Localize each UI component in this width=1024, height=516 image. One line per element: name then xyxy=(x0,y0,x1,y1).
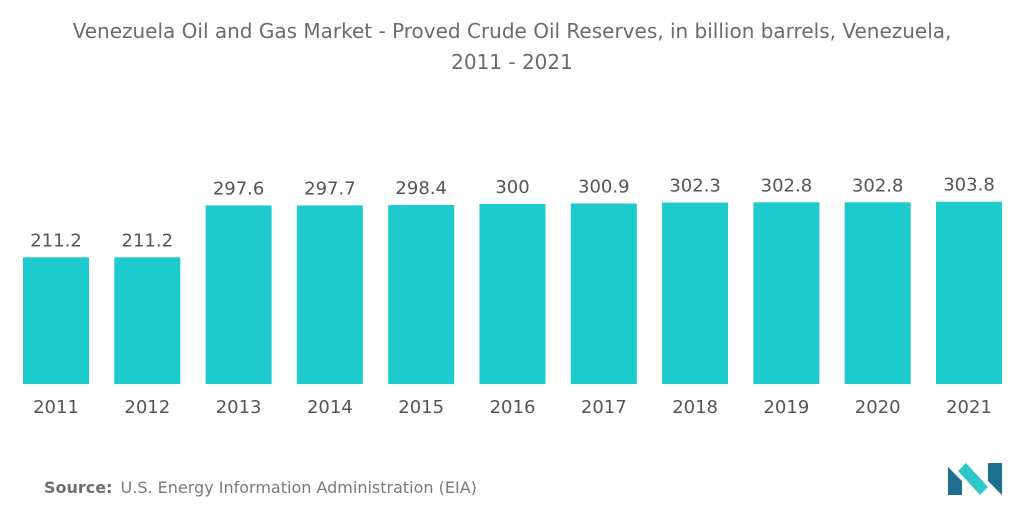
x-tick-label-2013: 2013 xyxy=(216,397,262,418)
source-note: Source: U.S. Energy Information Administr… xyxy=(44,478,477,497)
chart-title-line1: Venezuela Oil and Gas Market - Proved Cr… xyxy=(72,19,952,43)
x-tick-label-2016: 2016 xyxy=(490,397,536,418)
x-tick-label-2021: 2021 xyxy=(946,397,992,418)
chart-title-line2: 2011 - 2021 xyxy=(451,50,573,74)
logo-right-shape xyxy=(988,463,1002,495)
bar-2021 xyxy=(936,201,1002,384)
brand-logo-icon xyxy=(948,463,1002,495)
logo-left-shape xyxy=(948,467,962,495)
source-text: U.S. Energy Information Administration (… xyxy=(120,478,477,497)
x-tick-label-2019: 2019 xyxy=(763,397,809,418)
x-tick-label-2011: 2011 xyxy=(33,397,79,418)
data-label-2014: 297.7 xyxy=(304,178,356,199)
bar-2012 xyxy=(114,257,181,384)
x-tick-label-2012: 2012 xyxy=(124,397,170,418)
logo-mid-shape xyxy=(958,463,988,495)
bar-2019 xyxy=(753,202,820,384)
x-tick-label-2014: 2014 xyxy=(307,397,353,418)
x-tick-label-2018: 2018 xyxy=(672,397,718,418)
x-tick-label-2017: 2017 xyxy=(581,397,627,418)
bar-2011 xyxy=(23,257,89,384)
bar-2020 xyxy=(844,202,911,384)
bar-2014 xyxy=(296,205,363,384)
data-label-2015: 298.4 xyxy=(395,178,447,199)
bar-2017 xyxy=(570,203,637,384)
data-label-2021: 303.8 xyxy=(943,175,995,196)
data-label-2016: 300 xyxy=(495,177,529,198)
bar-2016 xyxy=(479,204,546,384)
data-label-2012: 211.2 xyxy=(122,230,174,251)
x-tick-label-2015: 2015 xyxy=(398,397,444,418)
chart-title: Venezuela Oil and Gas Market - Proved Cr… xyxy=(0,16,1024,78)
x-tick-label-2020: 2020 xyxy=(855,397,901,418)
bar-2015 xyxy=(388,205,455,384)
bar-2018 xyxy=(662,202,729,384)
data-label-2019: 302.8 xyxy=(761,175,813,196)
bar-chart: 211.2 2011 211.2 2012 297.6 2013 297.7 2014 298.… xyxy=(23,175,1002,418)
source-label: Source: xyxy=(44,478,113,497)
data-label-2013: 297.6 xyxy=(213,178,265,199)
data-label-2020: 302.8 xyxy=(852,175,904,196)
bar-2013 xyxy=(205,205,272,384)
data-label-2011: 211.2 xyxy=(30,230,82,251)
data-label-2017: 300.9 xyxy=(578,177,630,198)
data-label-2018: 302.3 xyxy=(669,176,721,197)
